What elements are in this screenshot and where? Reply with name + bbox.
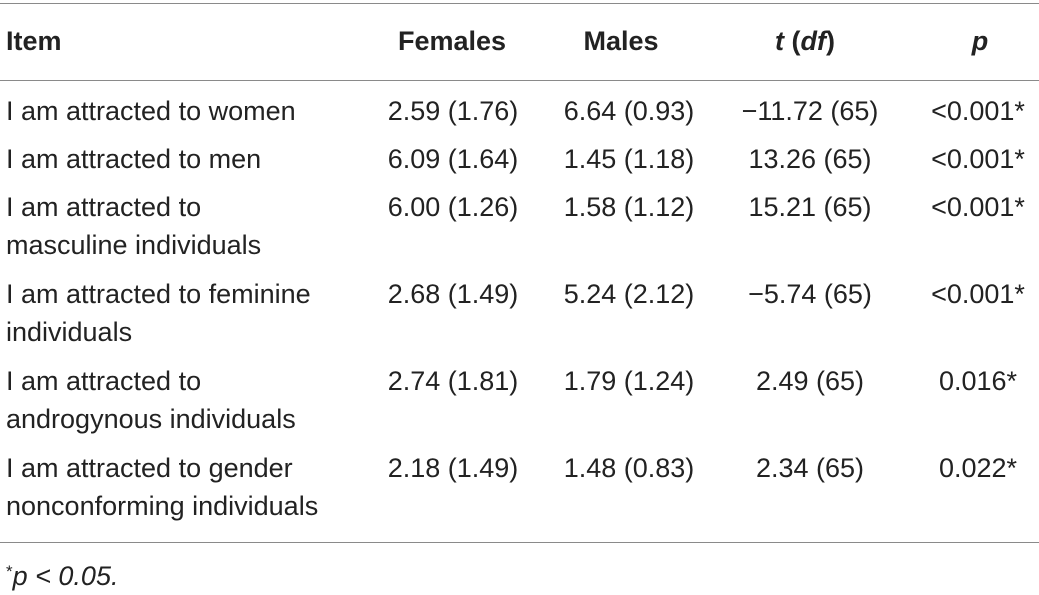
- row-5-females: 2.18 (1.49): [387, 453, 519, 483]
- row-2-item-line1: I am attracted to: [6, 192, 202, 222]
- row-0-t: −11.72 (65): [741, 96, 879, 126]
- row-1-item: I am attracted to men: [6, 140, 261, 178]
- table-footnote: *p < 0.05.: [6, 553, 118, 595]
- header-df-label: df: [800, 26, 826, 56]
- row-1-item-line1: I am attracted to men: [6, 144, 262, 174]
- row-0-females: 2.59 (1.76): [387, 96, 519, 126]
- row-2-t: 15.21 (65): [748, 192, 872, 222]
- row-3-item-line1: I am attracted to feminine: [6, 279, 311, 309]
- header-males: Males: [583, 26, 659, 56]
- row-4-males: 1.79 (1.24): [563, 366, 695, 396]
- row-4-p: 0.016*: [938, 366, 1018, 396]
- row-4-item-line2: androgynous individuals: [6, 404, 296, 434]
- header-item: Item: [6, 26, 62, 56]
- row-5-t: 2.34 (65): [755, 453, 865, 483]
- header-df: (df): [791, 26, 835, 56]
- row-5-males: 1.48 (0.83): [563, 453, 695, 483]
- header-t: t: [775, 26, 784, 56]
- table-bottom-rule: [0, 542, 1039, 543]
- row-4-t: 2.49 (65): [755, 366, 865, 396]
- header-p: p: [971, 26, 989, 56]
- footnote-text: p < 0.05.: [12, 561, 119, 591]
- row-4-item-line1: I am attracted to: [6, 366, 202, 396]
- footnote-marker: *: [6, 562, 13, 581]
- row-3-males: 5.24 (2.12): [563, 279, 695, 309]
- row-3-item-line2: individuals: [6, 317, 133, 347]
- row-3-t: −5.74 (65): [748, 279, 872, 309]
- table-top-rule: [0, 3, 1039, 4]
- row-5-item-line2: nonconforming individuals: [6, 491, 319, 521]
- row-3-females: 2.68 (1.49): [387, 279, 519, 309]
- header-t-df: t (df): [750, 22, 860, 60]
- row-1-females: 6.09 (1.64): [387, 144, 519, 174]
- table-header-rule: [0, 80, 1039, 81]
- row-2-males: 1.58 (1.12): [563, 192, 695, 222]
- row-1-males: 1.45 (1.18): [563, 144, 695, 174]
- row-0-males: 6.64 (0.93): [563, 96, 695, 126]
- row-2-item-line2: masculine individuals: [6, 230, 262, 260]
- row-1-t: 13.26 (65): [748, 144, 872, 174]
- row-2-females: 6.00 (1.26): [387, 192, 519, 222]
- header-females: Females: [397, 26, 507, 56]
- row-5-p: 0.022*: [938, 453, 1018, 483]
- row-3-p: <0.001*: [931, 279, 1025, 309]
- row-0-item: I am attracted to women: [6, 92, 296, 130]
- row-1-p: <0.001*: [931, 144, 1025, 174]
- row-4-females: 2.74 (1.81): [387, 366, 519, 396]
- row-2-p: <0.001*: [931, 192, 1025, 222]
- row-0-item-line1: I am attracted to women: [6, 96, 296, 126]
- row-5-item-line1: I am attracted to gender: [6, 453, 293, 483]
- row-0-p: <0.001*: [931, 96, 1025, 126]
